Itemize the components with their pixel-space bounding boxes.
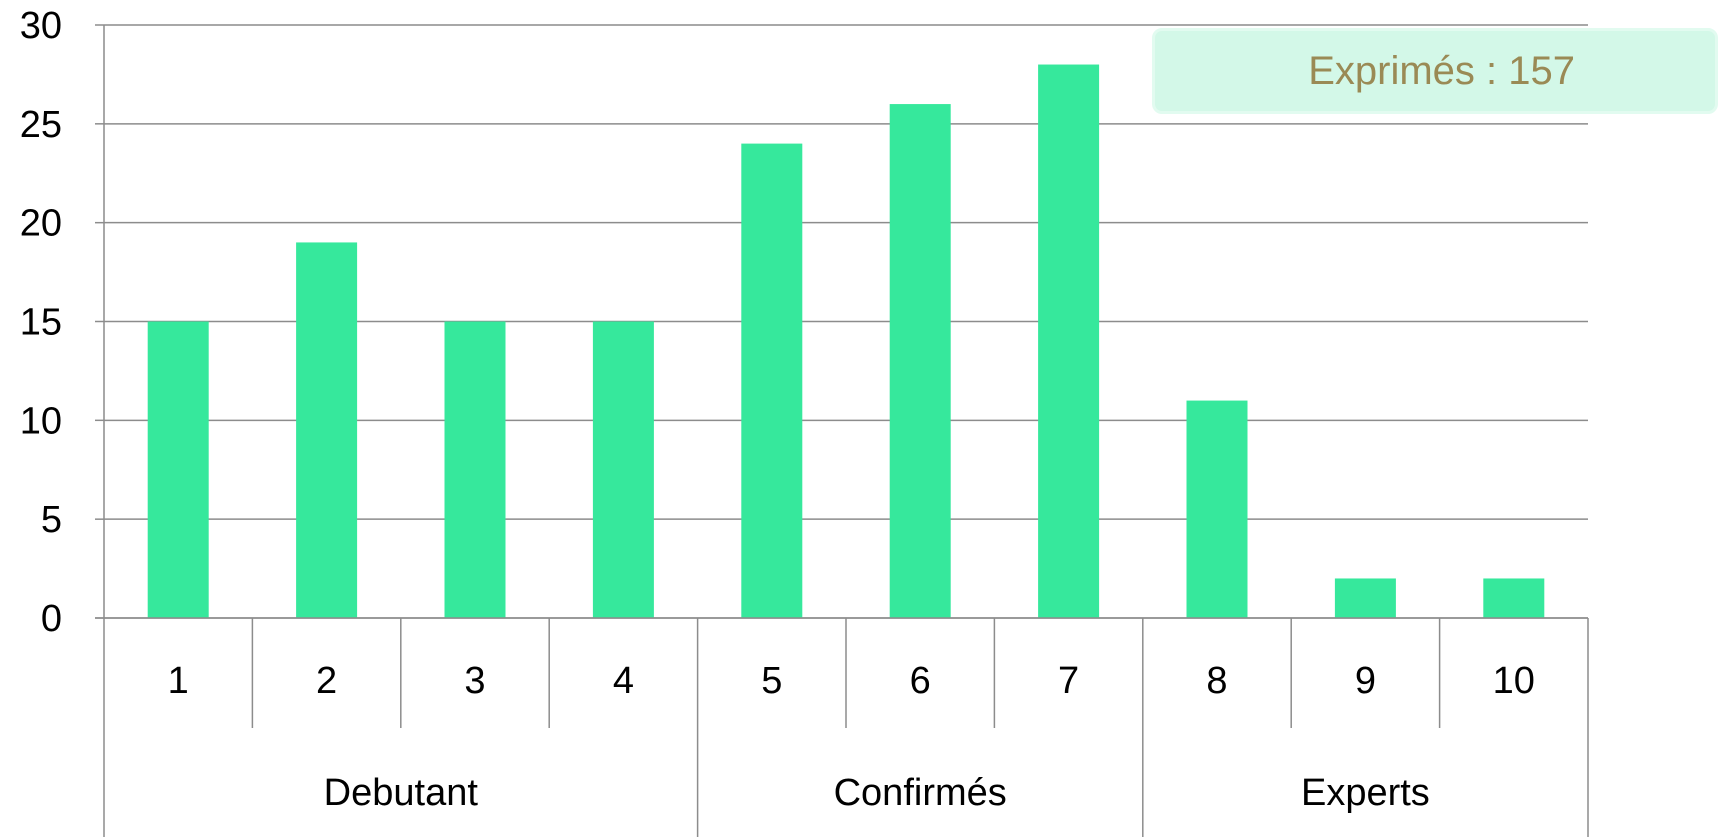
- x-group-label-2: Experts: [1301, 772, 1430, 814]
- y-tick-label-30: 30: [20, 5, 62, 47]
- y-tick-label-15: 15: [20, 302, 62, 344]
- x-group-label-1: Confirmés: [834, 772, 1007, 814]
- x-category-label-6: 6: [910, 660, 931, 702]
- x-category-label-8: 8: [1206, 660, 1227, 702]
- y-tick-label-0: 0: [41, 598, 62, 640]
- bar-3: [444, 321, 506, 618]
- y-tick-label-20: 20: [20, 203, 62, 245]
- bar-2: [296, 242, 358, 618]
- bar-6: [889, 104, 951, 619]
- x-category-label-3: 3: [464, 660, 485, 702]
- x-category-label-10: 10: [1493, 660, 1535, 702]
- bar-9: [1334, 578, 1396, 618]
- bar-5: [741, 143, 803, 618]
- total-annotation-box: Exprimés : 157: [1152, 28, 1718, 114]
- y-tick-label-10: 10: [20, 400, 62, 442]
- bar-1: [147, 321, 209, 618]
- x-group-label-0: Debutant: [324, 772, 479, 814]
- bar-4: [592, 321, 654, 618]
- y-tick-label-25: 25: [20, 104, 62, 146]
- x-category-label-9: 9: [1355, 660, 1376, 702]
- bar-10: [1483, 578, 1545, 618]
- x-category-label-2: 2: [316, 660, 337, 702]
- x-category-label-5: 5: [761, 660, 782, 702]
- x-category-label-4: 4: [613, 660, 634, 702]
- bar-7: [1038, 64, 1100, 619]
- x-category-label-7: 7: [1058, 660, 1079, 702]
- total-annotation-text: Exprimés : 157: [1308, 48, 1575, 93]
- x-category-label-1: 1: [168, 660, 189, 702]
- bar-8: [1186, 400, 1248, 618]
- y-tick-label-5: 5: [41, 499, 62, 541]
